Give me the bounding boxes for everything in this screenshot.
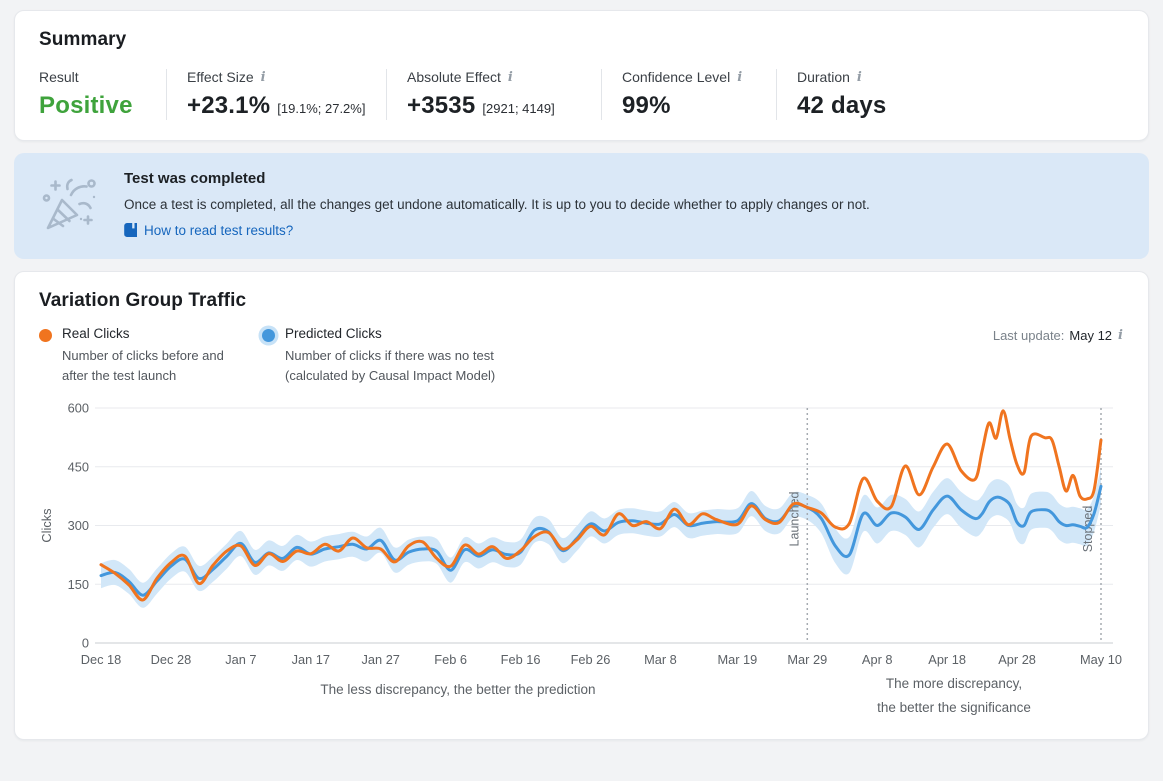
last-update-label: Last update:	[992, 328, 1065, 344]
party-popper-icon	[42, 178, 96, 230]
real-clicks-line[interactable]	[99, 409, 1103, 602]
y-tick-label: 300	[68, 518, 89, 533]
chart-annotation: The less discrepancy, the better the pre…	[320, 682, 595, 697]
metric-duration: Duration i 42 days	[776, 69, 906, 120]
legend-item-predicted-clicks[interactable]: Predicted Clicks Number of clicks if the…	[258, 326, 523, 386]
real-clicks-dot-icon	[39, 329, 52, 343]
x-tick-label: Apr 28	[998, 652, 1036, 667]
traffic-title: Variation Group Traffic	[39, 290, 247, 312]
metric-confidence-level-value: 99%	[622, 92, 671, 119]
how-to-read-link-label: How to read test results?	[144, 222, 294, 238]
how-to-read-link[interactable]: How to read test results?	[124, 223, 293, 238]
info-icon[interactable]: i	[856, 69, 862, 85]
legend-predicted-clicks-desc: Number of clicks if there was no test (c…	[285, 348, 496, 384]
x-tick-label: Feb 26	[571, 652, 611, 667]
x-tick-label: Feb 16	[501, 652, 541, 667]
page: Summary Result Positive Effect Size i +2…	[14, 10, 1149, 741]
banner-content: Test was completed Once a test is comple…	[124, 170, 870, 242]
metric-result-value: Positive	[39, 92, 133, 119]
x-tick-label: Jan 27	[362, 652, 400, 667]
banner-body: Once a test is completed, all the change…	[124, 197, 870, 212]
legend-item-real-clicks[interactable]: Real Clicks Number of clicks before and …	[39, 326, 226, 386]
traffic-card: Variation Group Traffic Real Clicks Numb…	[14, 271, 1149, 741]
metric-effect-size: Effect Size i +23.1% [19.1%; 27.2%]	[166, 69, 386, 120]
x-tick-label: Dec 18	[81, 652, 122, 667]
metric-result: Result Positive	[39, 69, 166, 120]
metric-effect-size-value: +23.1%	[187, 92, 271, 119]
metric-result-label: Result	[39, 69, 79, 85]
x-tick-label: Dec 28	[151, 652, 192, 667]
chart-area: 0 150 300 450 600 Clicks Launched Stopped Dec 18…	[39, 398, 1124, 725]
metric-absolute-effect-label: Absolute Effect	[407, 69, 501, 85]
x-tick-label: Jan 17	[292, 652, 330, 667]
metric-absolute-effect-range: [2921; 4149]	[482, 101, 555, 116]
info-icon[interactable]: i	[1118, 328, 1123, 344]
predicted-clicks-dot-icon	[262, 329, 275, 343]
last-update-value: May 12	[1069, 328, 1113, 344]
metric-effect-size-range: [19.1%; 27.2%]	[277, 101, 366, 116]
last-update: Last update: May 12 i	[993, 326, 1124, 343]
y-tick-label: 450	[68, 460, 89, 475]
x-tick-label: Jan 7	[225, 652, 256, 667]
launched-marker-label: Launched	[787, 492, 801, 547]
y-tick-label: 600	[68, 401, 89, 416]
info-icon[interactable]: i	[737, 69, 743, 85]
x-tick-label: Apr 8	[862, 652, 893, 667]
metric-confidence-level: Confidence Level i 99%	[601, 69, 776, 120]
metric-effect-size-label: Effect Size	[187, 69, 254, 85]
metric-confidence-level-label: Confidence Level	[622, 69, 731, 85]
legend-real-clicks-desc: Number of clicks before and after the te…	[62, 348, 224, 384]
chart-annotation: The more discrepancy,	[886, 676, 1022, 691]
x-tick-label: Apr 18	[928, 652, 966, 667]
x-tick-label: May 10	[1080, 652, 1122, 667]
y-tick-label: 0	[82, 636, 89, 651]
book-icon	[124, 223, 137, 238]
metric-duration-value: 42 days	[797, 92, 887, 119]
summary-title: Summary	[39, 29, 127, 50]
metric-absolute-effect: Absolute Effect i +3535 [2921; 4149]	[386, 69, 601, 120]
y-tick-label: 150	[68, 577, 89, 592]
x-tick-label: Mar 19	[717, 652, 757, 667]
metric-duration-label: Duration	[797, 69, 850, 85]
chart-legend: Real Clicks Number of clicks before and …	[39, 326, 1124, 386]
completed-banner: Test was completed Once a test is comple…	[14, 153, 1149, 260]
legend-predicted-clicks-name: Predicted Clicks	[285, 326, 382, 342]
x-tick-label: Feb 6	[434, 652, 467, 667]
chart-annotation: the better the significance	[877, 700, 1031, 715]
info-icon[interactable]: i	[260, 69, 266, 85]
legend-real-clicks-name: Real Clicks	[62, 326, 130, 342]
info-icon[interactable]: i	[507, 69, 513, 85]
y-axis-title: Clicks	[39, 509, 54, 543]
x-tick-label: Mar 8	[644, 652, 677, 667]
x-tick-label: Mar 29	[787, 652, 827, 667]
confidence-band	[101, 468, 1101, 609]
metric-absolute-effect-value: +3535	[407, 92, 476, 119]
summary-metrics: Result Positive Effect Size i +23.1% [19…	[39, 69, 1124, 120]
banner-title: Test was completed	[124, 170, 266, 187]
summary-card: Summary Result Positive Effect Size i +2…	[14, 10, 1149, 141]
